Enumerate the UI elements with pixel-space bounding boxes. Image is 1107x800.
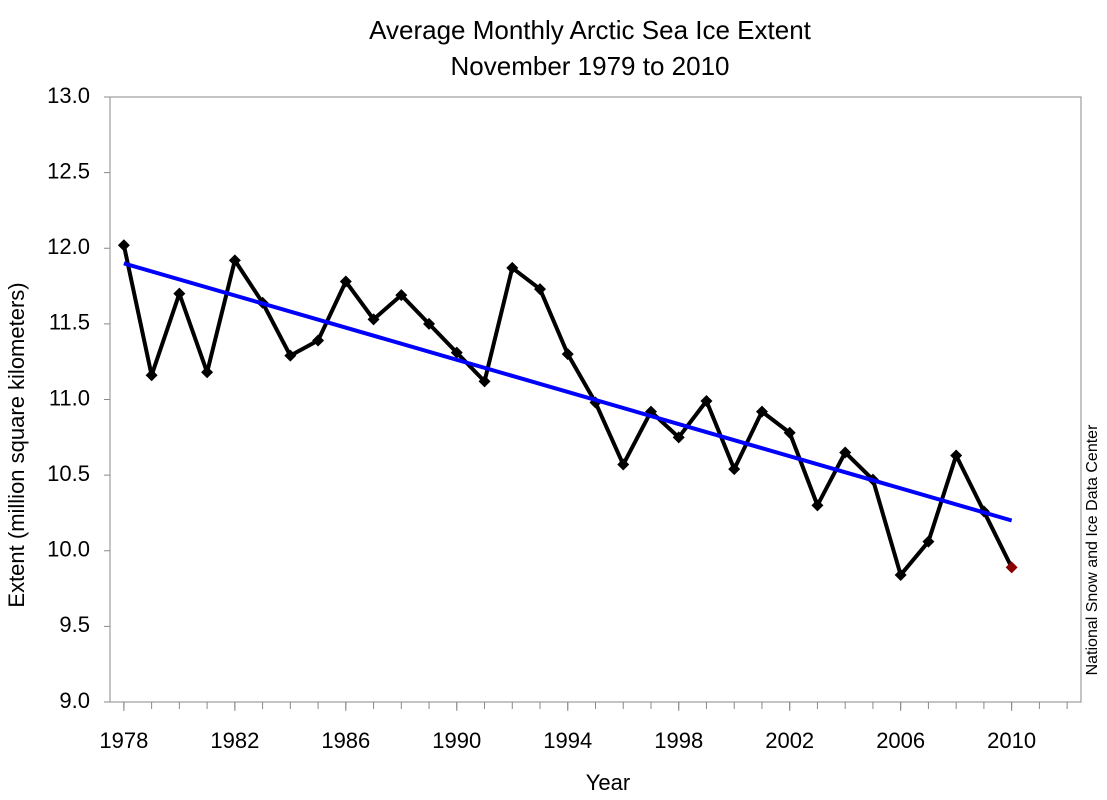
y-axis-label: Extent (million square kilometers) bbox=[4, 282, 29, 607]
data-point bbox=[395, 289, 408, 302]
x-tick-label: 1978 bbox=[99, 728, 148, 753]
x-tick-label: 1982 bbox=[210, 728, 259, 753]
x-tick-label: 1990 bbox=[432, 728, 481, 753]
y-tick-label: 10.5 bbox=[47, 461, 90, 486]
data-point bbox=[1005, 561, 1018, 574]
y-tick-label: 12.0 bbox=[47, 234, 90, 259]
data-point bbox=[894, 568, 907, 581]
x-tick-label: 2002 bbox=[765, 728, 814, 753]
data-point bbox=[534, 283, 547, 296]
x-tick-label: 2006 bbox=[876, 728, 925, 753]
data-point bbox=[339, 275, 352, 288]
y-tick-label: 13.0 bbox=[47, 83, 90, 108]
chart-subtitle: November 1979 to 2010 bbox=[451, 51, 730, 81]
data-point bbox=[783, 426, 796, 439]
data-point bbox=[367, 313, 380, 326]
y-tick-label: 10.0 bbox=[47, 537, 90, 562]
data-point bbox=[117, 239, 130, 252]
data-point bbox=[201, 366, 214, 379]
y-tick-label: 11.0 bbox=[49, 385, 90, 410]
data-point bbox=[728, 463, 741, 476]
data-line bbox=[121, 244, 1014, 577]
data-point bbox=[700, 395, 713, 408]
data-point bbox=[561, 348, 574, 361]
data-point bbox=[284, 349, 297, 362]
data-point bbox=[173, 287, 186, 300]
x-tick-label: 1998 bbox=[654, 728, 703, 753]
data-point bbox=[617, 458, 630, 471]
data-point bbox=[228, 254, 241, 267]
data-point bbox=[506, 261, 519, 274]
data-point bbox=[811, 499, 824, 512]
data-point bbox=[145, 369, 158, 382]
data-point bbox=[839, 446, 852, 459]
data-line bbox=[123, 261, 1013, 523]
y-tick-label: 12.5 bbox=[47, 158, 90, 183]
data-point bbox=[478, 375, 491, 388]
data-point bbox=[450, 346, 463, 359]
x-tick-label: 1994 bbox=[543, 728, 592, 753]
chart-title: Average Monthly Arctic Sea Ice Extent bbox=[369, 15, 812, 45]
data-point bbox=[423, 317, 436, 330]
data-point bbox=[922, 535, 935, 548]
y-tick-label: 9.5 bbox=[59, 612, 90, 637]
y-tick-label: 9.0 bbox=[59, 688, 90, 713]
y-tick-label: 11.5 bbox=[49, 310, 90, 335]
x-tick-label: 1986 bbox=[321, 728, 370, 753]
data-point bbox=[312, 334, 325, 347]
data-point bbox=[950, 449, 963, 462]
data-point bbox=[755, 405, 768, 418]
x-axis-label: Year bbox=[586, 770, 630, 795]
x-tick-label: 2010 bbox=[987, 728, 1036, 753]
source-note: National Snow and Ice Data Center bbox=[1084, 424, 1101, 675]
data-point bbox=[672, 431, 685, 444]
